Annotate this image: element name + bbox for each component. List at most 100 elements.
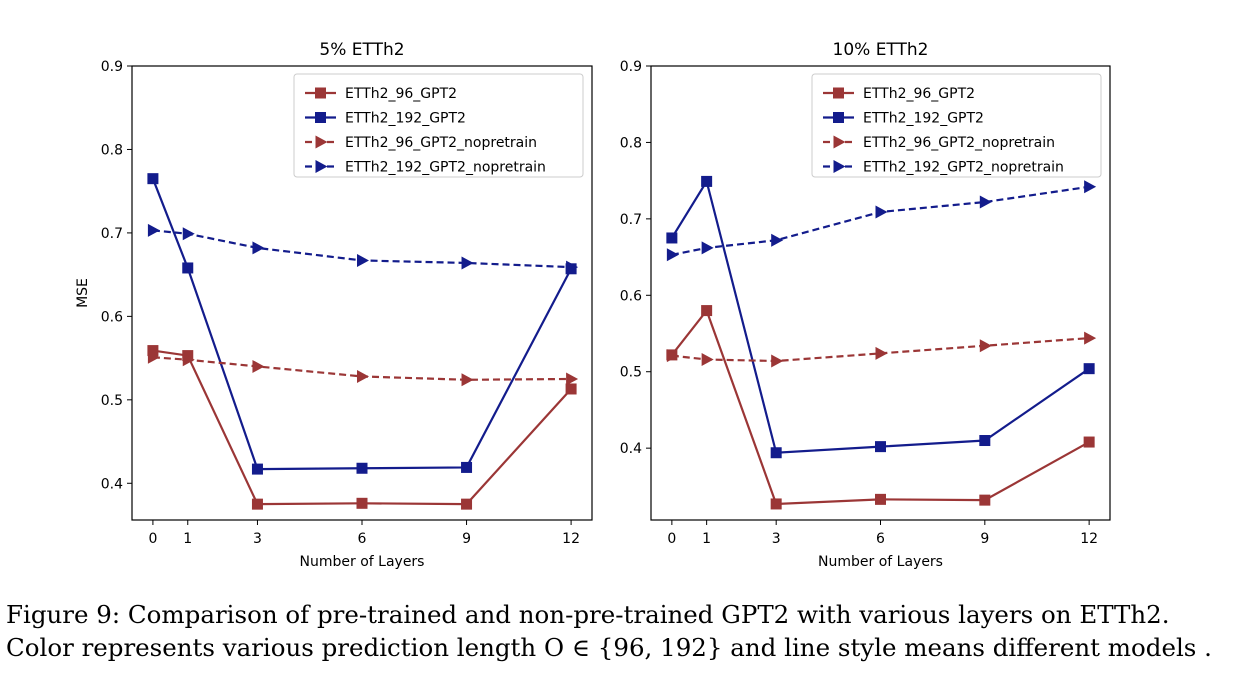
data-point-ETTh2_96_GPT2 [701, 305, 713, 317]
x-axis-label: Number of Layers [818, 554, 943, 570]
legend-marker-ETTh2_192_GPT2 [315, 112, 326, 123]
legend-box [811, 73, 1102, 178]
data-point-ETTh2_96_GPT2 [979, 494, 991, 506]
data-point-ETTh2_96_GPT2 [1083, 436, 1095, 448]
y-tick-label: 0.8 [101, 142, 123, 158]
data-point-ETTh2_192_GPT2_nopretrain [252, 241, 265, 255]
data-point-ETTh2_192_GPT2_nopretrain [875, 205, 888, 219]
plot-frame [650, 65, 1111, 521]
y-tick-label: 0.6 [101, 309, 123, 325]
x-tick-label: 1 [702, 531, 711, 547]
data-point-ETTh2_192_GPT2 [356, 462, 368, 474]
series-line-ETTh2_96_GPT2_nopretrain [671, 336, 1090, 363]
data-point-ETTh2_96_GPT2 [461, 498, 473, 510]
legend-label: ETTh2_96_GPT2_nopretrain [863, 135, 1055, 151]
data-point-ETTh2_192_GPT2 [875, 441, 886, 453]
legend-marker-ETTh2_96_GPT2 [833, 87, 844, 99]
legend-marker-ETTh2_192_GPT2 [833, 112, 844, 123]
data-point-ETTh2_96_GPT2 [182, 350, 194, 362]
legend-label: ETTh2_96_GPT2_nopretrain [345, 135, 537, 151]
data-point-ETTh2_96_GPT2_nopretrain [461, 373, 474, 387]
x-tick-label: 0 [667, 531, 676, 547]
data-point-ETTh2_96_GPT2 [875, 493, 886, 505]
data-point-ETTh2_192_GPT2_nopretrain [701, 241, 714, 255]
legend-marker-ETTh2_192_GPT2_nopretrain [315, 160, 328, 173]
legend-label: ETTh2_192_GPT2 [345, 111, 466, 127]
chart-panel-5pct: 5% ETTh2 0.4 0.5 0.6 0.7 0.8 0.9 0 1 3 6 9 12 Number … [75, 40, 593, 570]
data-point-ETTh2_192_GPT2_nopretrain [1084, 180, 1097, 194]
chart-title: 10% ETTh2 [833, 40, 929, 60]
data-point-ETTh2_96_GPT2 [251, 498, 263, 510]
data-point-ETTh2_192_GPT2 [979, 435, 991, 447]
data-point-ETTh2_192_GPT2 [1083, 363, 1095, 375]
data-point-ETTh2_96_GPT2_nopretrain [1084, 331, 1097, 345]
figure-caption: Figure 9: Comparison of pre-trained and … [6, 598, 1236, 664]
series-line-ETTh2_192_GPT2_nopretrain [671, 185, 1090, 256]
y-tick-label: 0.5 [101, 393, 123, 409]
legend-marker-ETTh2_96_GPT2 [315, 87, 326, 99]
chart-title: 5% ETTh2 [319, 40, 404, 60]
data-point-ETTh2_96_GPT2_nopretrain [357, 369, 369, 383]
legend-label: ETTh2_192_GPT2_nopretrain [345, 160, 546, 176]
y-tick-label: 0.8 [620, 135, 642, 151]
data-point-ETTh2_96_GPT2_nopretrain [666, 349, 679, 363]
legend-label: ETTh2_96_GPT2 [345, 86, 457, 102]
x-tick-label: 9 [462, 531, 471, 547]
data-point-ETTh2_192_GPT2_nopretrain [771, 233, 784, 247]
y-tick-label: 0.4 [620, 441, 642, 457]
data-point-ETTh2_192_GPT2_nopretrain [147, 223, 160, 237]
data-point-ETTh2_96_GPT2_nopretrain [252, 359, 265, 373]
x-tick-label: 9 [980, 531, 989, 547]
data-point-ETTh2_96_GPT2 [770, 498, 782, 510]
data-point-ETTh2_96_GPT2_nopretrain [566, 372, 579, 386]
data-point-ETTh2_192_GPT2 [147, 173, 159, 185]
legend-label: ETTh2_192_GPT2 [863, 111, 984, 127]
x-tick-label: 12 [1080, 531, 1098, 547]
data-point-ETTh2_192_GPT2_nopretrain [666, 248, 679, 262]
series-line-ETTh2_96_GPT2 [670, 308, 1090, 506]
data-point-ETTh2_96_GPT2_nopretrain [147, 350, 160, 364]
data-point-ETTh2_192_GPT2 [461, 461, 473, 473]
data-point-ETTh2_96_GPT2 [565, 383, 577, 395]
x-tick-label: 3 [772, 531, 781, 547]
legend-label: ETTh2_96_GPT2 [863, 86, 975, 102]
legend-marker-ETTh2_96_GPT2_nopretrain [315, 135, 328, 149]
series-line-ETTh2_96_GPT2_nopretrain [152, 356, 572, 381]
caption-text-suffix: and line style means different models . [730, 633, 1212, 662]
y-tick-label: 0.7 [620, 212, 642, 228]
data-point-ETTh2_192_GPT2_nopretrain [182, 227, 195, 241]
y-tick-label: 0.4 [101, 476, 123, 492]
x-tick-label: 0 [148, 531, 157, 547]
series-line-ETTh2_192_GPT2 [151, 178, 573, 471]
y-tick-label: 0.9 [620, 59, 642, 75]
chart-panel-10pct: 10% ETTh2 0.4 0.5 0.6 0.7 0.8 0.9 0 1 3 6 9 12 Number… [620, 40, 1111, 570]
x-tick-label: 6 [358, 531, 367, 547]
legend-box [293, 73, 584, 178]
x-tick-label: 6 [876, 531, 885, 547]
x-tick-label: 3 [253, 531, 262, 547]
data-point-ETTh2_192_GPT2_nopretrain [461, 256, 474, 270]
data-point-ETTh2_192_GPT2 [182, 262, 194, 274]
data-point-ETTh2_96_GPT2_nopretrain [875, 346, 888, 360]
data-point-ETTh2_192_GPT2_nopretrain [357, 253, 369, 267]
x-tick-label: 12 [562, 531, 580, 547]
caption-math: O ∈ {96, 192} [543, 633, 723, 662]
plot-frame [131, 65, 593, 521]
data-point-ETTh2_192_GPT2 [701, 175, 713, 187]
data-point-ETTh2_96_GPT2_nopretrain [979, 339, 992, 353]
data-point-ETTh2_96_GPT2_nopretrain [182, 353, 195, 367]
caption-text-prefix: Figure 9: Comparison of pre-trained and … [6, 600, 1170, 662]
y-tick-label: 0.6 [620, 288, 642, 304]
data-point-ETTh2_96_GPT2_nopretrain [771, 354, 784, 368]
series-line-ETTh2_192_GPT2_nopretrain [152, 229, 572, 269]
y-tick-label: 0.7 [101, 226, 123, 242]
y-tick-label: 0.9 [101, 59, 123, 75]
series-line-ETTh2_192_GPT2 [670, 178, 1090, 454]
x-tick-label: 1 [183, 531, 192, 547]
data-point-ETTh2_96_GPT2_nopretrain [701, 352, 714, 366]
data-point-ETTh2_192_GPT2 [251, 463, 263, 475]
data-point-ETTh2_96_GPT2 [147, 345, 159, 357]
y-axis-label: MSE [75, 278, 91, 308]
data-point-ETTh2_192_GPT2 [666, 232, 678, 244]
